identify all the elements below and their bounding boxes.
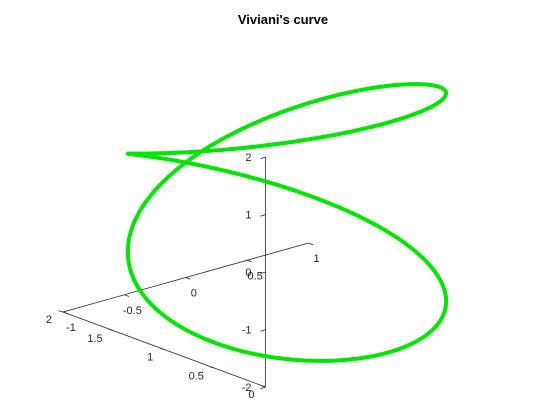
series-line [125, 82, 449, 363]
x-tick-label: 1 [147, 352, 153, 364]
y-tick-label: -0.5 [123, 305, 142, 317]
z-tick [260, 271, 266, 275]
plot-area [125, 82, 449, 363]
chart-title: Viviani's curve [238, 12, 328, 27]
z-tick-label: -2 [242, 382, 252, 394]
y-tick [246, 259, 252, 263]
z-tick-label: 1 [245, 210, 251, 222]
x-tick [159, 347, 165, 350]
z-tick-label: 0 [245, 267, 251, 279]
y-tick [124, 294, 130, 297]
y-tick [185, 277, 191, 280]
z-tick-label: -1 [242, 325, 252, 337]
z-tick [260, 386, 266, 390]
y-tick-label: 0.5 [247, 270, 262, 282]
x-tick-label: 0.5 [189, 370, 204, 382]
x-tick-label: 0 [248, 389, 254, 401]
x-tick-label: 1.5 [87, 333, 102, 345]
y-tick [308, 242, 314, 246]
x-tick [109, 329, 114, 332]
y-tick-label: -1 [66, 322, 76, 334]
x-tick [260, 385, 266, 388]
x-tick [210, 366, 215, 369]
x-tick-label: 2 [46, 314, 52, 326]
z-tick [260, 329, 266, 332]
z-tick-label: 2 [245, 152, 251, 164]
y-tick-label: 1 [313, 253, 319, 265]
x-tick [58, 310, 64, 313]
z-tick [260, 214, 266, 217]
y-tick [62, 311, 68, 315]
z-tick [260, 156, 266, 160]
y-tick-label: 0 [191, 288, 197, 300]
